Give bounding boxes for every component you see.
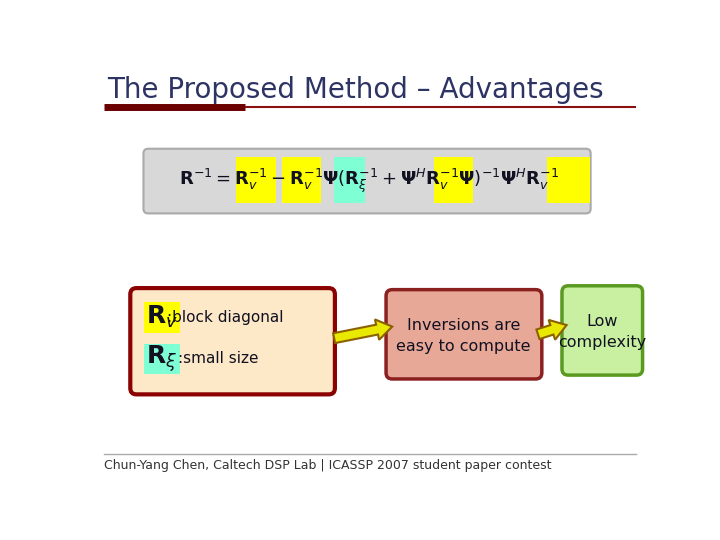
Bar bbox=[282, 157, 321, 204]
Text: Low
complexity: Low complexity bbox=[558, 314, 647, 350]
Text: $\mathbf{R}_{v}$: $\mathbf{R}_{v}$ bbox=[146, 304, 178, 330]
FancyBboxPatch shape bbox=[130, 288, 335, 394]
Text: Chun-Yang Chen, Caltech DSP Lab | ICASSP 2007 student paper contest: Chun-Yang Chen, Caltech DSP Lab | ICASSP… bbox=[104, 460, 552, 472]
Text: Inversions are
easy to compute: Inversions are easy to compute bbox=[396, 318, 531, 354]
Text: :small size: :small size bbox=[178, 352, 258, 367]
FancyBboxPatch shape bbox=[562, 286, 642, 375]
FancyBboxPatch shape bbox=[386, 289, 542, 379]
Bar bbox=[144, 343, 180, 374]
Text: The Proposed Method – Advantages: The Proposed Method – Advantages bbox=[107, 76, 603, 104]
Text: $\mathbf{R}_{\xi}$: $\mathbf{R}_{\xi}$ bbox=[146, 343, 178, 374]
Bar bbox=[235, 157, 276, 204]
Polygon shape bbox=[536, 320, 567, 340]
FancyBboxPatch shape bbox=[143, 148, 590, 213]
Bar bbox=[547, 157, 590, 204]
Bar bbox=[334, 157, 365, 204]
Bar bbox=[144, 302, 180, 333]
Bar bbox=[434, 157, 473, 204]
Text: :block diagonal: :block diagonal bbox=[167, 310, 284, 325]
Text: $\mathbf{R}^{-1}=\mathbf{R}_{v}^{-1}-\mathbf{R}_{v}^{-1}\mathbf{\Psi}(\mathbf{R}: $\mathbf{R}^{-1}=\mathbf{R}_{v}^{-1}-\ma… bbox=[179, 167, 559, 195]
Polygon shape bbox=[333, 320, 392, 343]
